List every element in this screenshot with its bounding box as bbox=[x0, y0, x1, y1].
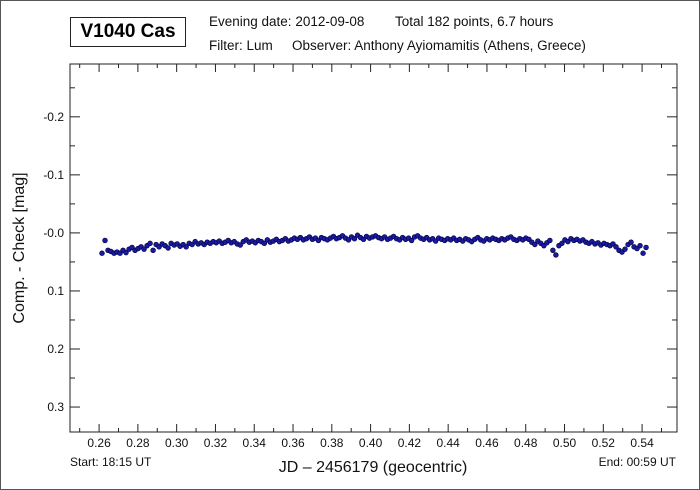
x-tick-label: 0.32 bbox=[204, 436, 228, 450]
x-tick-label: 0.52 bbox=[592, 436, 616, 450]
data-point bbox=[547, 237, 553, 244]
x-tick-label: 0.40 bbox=[359, 436, 383, 450]
y-tick-label: -0.1 bbox=[43, 168, 64, 182]
data-point bbox=[141, 246, 147, 252]
data-point bbox=[102, 237, 108, 244]
data-point bbox=[237, 242, 243, 248]
data-point bbox=[351, 236, 358, 242]
x-tick-label: 0.42 bbox=[398, 436, 422, 450]
total-points: Total 182 points, 6.7 hours bbox=[395, 14, 554, 29]
x-tick-label: 0.34 bbox=[243, 436, 267, 450]
x-tick-label: 0.46 bbox=[475, 436, 499, 450]
filter-label: Filter: Lum bbox=[209, 38, 273, 53]
data-point bbox=[550, 247, 556, 254]
data-point bbox=[622, 246, 628, 252]
data-point bbox=[408, 237, 415, 244]
data-point bbox=[532, 241, 538, 248]
data-point bbox=[147, 240, 153, 247]
x-tick-label: 0.54 bbox=[630, 436, 654, 450]
data-point bbox=[150, 247, 156, 254]
data-point bbox=[637, 242, 643, 249]
data-point bbox=[261, 240, 268, 247]
y-tick-label: 0.1 bbox=[47, 284, 64, 298]
data-point bbox=[643, 244, 649, 251]
star-name-box: V1040 Cas bbox=[70, 17, 186, 47]
data-point bbox=[99, 250, 105, 256]
end-time: End: 00:59 UT bbox=[598, 455, 676, 469]
x-tick-label: 0.50 bbox=[553, 436, 577, 450]
x-tick-label: 0.30 bbox=[165, 436, 189, 450]
x-tick-label: 0.26 bbox=[87, 436, 111, 450]
data-point bbox=[553, 252, 559, 258]
x-tick-label: 0.28 bbox=[126, 436, 150, 450]
observer-label: Observer: Anthony Ayiomamitis (Athens, G… bbox=[292, 38, 586, 53]
data-point bbox=[628, 239, 634, 245]
plot-area bbox=[69, 63, 678, 433]
data-point bbox=[165, 245, 171, 251]
x-tick-label: 0.38 bbox=[320, 436, 344, 450]
y-tick-label: -0.0 bbox=[43, 226, 64, 240]
data-point bbox=[640, 250, 646, 256]
y-tick-label: -0.2 bbox=[43, 110, 64, 124]
x-axis-label: JD – 2456179 (geocentric) bbox=[279, 459, 468, 476]
y-tick-label: 0.3 bbox=[47, 400, 64, 414]
y-axis-label: Comp. - Check [mag] bbox=[11, 172, 28, 323]
data-point bbox=[613, 244, 619, 250]
data-point bbox=[123, 249, 129, 256]
x-tick-label: 0.44 bbox=[436, 436, 460, 450]
data-point bbox=[183, 244, 189, 250]
x-tick-label: 0.48 bbox=[514, 436, 538, 450]
y-tick-label: 0.2 bbox=[47, 342, 64, 356]
evening-date: Evening date: 2012-09-08 bbox=[209, 14, 365, 29]
data-point bbox=[559, 240, 565, 247]
start-time: Start: 18:15 UT bbox=[70, 455, 152, 469]
x-tick-label: 0.36 bbox=[281, 436, 305, 450]
